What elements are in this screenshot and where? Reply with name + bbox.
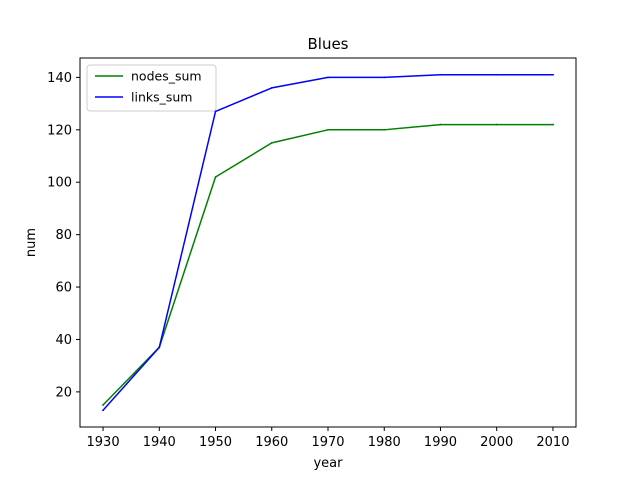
data-point-links-sum-1940: [158, 346, 161, 349]
data-point-nodes-sum-1950: [214, 176, 217, 178]
chart-title: Blues: [307, 35, 348, 53]
data-point-nodes-sum-2010: [552, 123, 554, 126]
data-point-links-sum-1990: [439, 73, 442, 76]
series-layer: [101, 73, 554, 412]
y-axis-ticks: 20 40 60 80 100 120 140: [47, 71, 80, 400]
data-point-nodes-sum-2000: [495, 123, 498, 126]
legend-label-links-sum: links_sum: [131, 90, 192, 105]
legend-label-nodes-sum: nodes_sum: [131, 69, 202, 84]
data-point-nodes-sum-1970: [327, 128, 329, 131]
data-point-links-sum-1980: [383, 76, 386, 79]
data-point-nodes-sum-1960: [270, 142, 273, 144]
data-point-links-sum-1970: [327, 76, 329, 79]
plot-area: [80, 58, 576, 427]
x-tick-label-1930: 1930: [87, 435, 120, 450]
x-axis-ticks: 1930 1940 1950 1960 1970 1980 1990 2000 2010: [87, 427, 569, 450]
y-axis-label: num: [24, 228, 39, 257]
x-axis-label: year: [313, 456, 343, 471]
data-point-links-sum-1930: [102, 409, 104, 412]
data-point-nodes-sum-1980: [383, 128, 386, 131]
legend: nodes_sum links_sum: [86, 64, 217, 112]
y-tick-label-80: 80: [55, 228, 72, 243]
y-tick-label-60: 60: [55, 281, 72, 296]
data-point-links-sum-2010: [552, 73, 554, 76]
y-tick-label-140: 140: [47, 71, 72, 86]
data-point-nodes-sum-1990: [439, 123, 442, 126]
y-tick-label-100: 100: [47, 176, 72, 191]
x-tick-label-1980: 1980: [368, 435, 401, 450]
x-tick-label-1970: 1970: [311, 435, 344, 450]
x-tick-label-1950: 1950: [199, 435, 232, 450]
data-point-links-sum-1960: [270, 86, 273, 89]
x-tick-label-2000: 2000: [480, 435, 513, 450]
x-tick-label-1990: 1990: [424, 435, 457, 450]
y-tick-label-120: 120: [47, 123, 72, 138]
x-tick-label-1960: 1960: [255, 435, 288, 450]
data-point-links-sum-2000: [495, 73, 498, 76]
x-tick-label-1940: 1940: [143, 435, 176, 450]
y-tick-label-20: 20: [55, 385, 72, 400]
x-tick-label-2010: 2010: [536, 435, 569, 450]
data-point-nodes-sum-1930: [102, 404, 104, 406]
y-tick-label-40: 40: [55, 333, 72, 348]
